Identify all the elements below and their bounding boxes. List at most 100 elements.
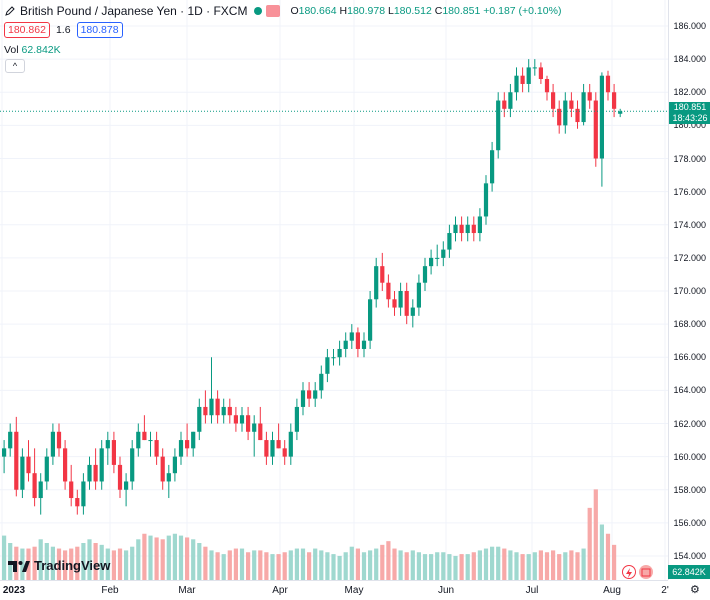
volume-bar [69,548,74,580]
volume-bar [276,554,281,580]
candle-body [117,464,123,490]
candle-body [142,431,147,441]
chart-action-icons [622,565,653,579]
close-value: 180.851 [442,5,481,17]
tradingview-logo-icon [8,560,30,572]
current-price-badge: 180.851 18:43:26 [669,102,710,125]
candle-body [166,473,171,482]
candle-body [502,100,507,109]
candle-body [319,373,324,391]
market-open-status-icon [254,7,263,15]
volume-bar [404,552,409,580]
time-tick-label: Aug [603,585,621,596]
candle-body [471,224,476,234]
candle-body [26,456,31,474]
high-value: 180.978 [347,5,386,17]
volume-bar [526,554,531,580]
candle-body [44,456,49,482]
candle-body [136,431,141,449]
candle-body [398,291,403,308]
candle-body [233,415,238,424]
volume-bar [612,544,617,580]
candle-body [380,266,385,283]
volume-bar [2,535,7,580]
volume-badge: 62.842K [668,565,710,579]
price-tick-label: 180.000 [673,120,706,131]
volume-bar [142,533,147,580]
volume-bar [355,548,360,580]
candle-body [227,406,232,416]
symbol-title[interactable]: British Pound / Japanese Yen · 1D · FXCM [20,4,248,18]
volume-bar [502,548,507,580]
chart-area[interactable]: British Pound / Japanese Yen · 1D · FXCM… [0,0,668,580]
volume-bar [441,552,446,580]
volume-bar [386,541,391,580]
candle-body [160,456,165,482]
time-scale[interactable]: 2023 Feb Mar Apr May Jun Jul Aug 2' [0,580,669,600]
volume-bar [465,554,470,580]
candle-body [282,448,287,457]
price-tick-label: 154.000 [673,551,706,561]
flag-icon[interactable] [266,5,281,17]
volume-bar [319,550,324,580]
candle-body [246,415,251,432]
candle-body [215,398,220,416]
candle-body [203,406,208,416]
volume-bar [81,543,86,580]
volume-bar [111,550,116,580]
volume-bar [490,546,495,580]
candle-body [410,307,415,316]
price-tick-label: 162.000 [673,418,706,429]
time-tick-label: May [344,585,364,596]
volume-bar [227,550,232,580]
collapse-legend-button[interactable]: ^ [5,59,25,73]
candle-body [392,299,397,308]
price-tick-label: 172.000 [673,252,706,263]
price-tick-label: 168.000 [673,319,706,330]
volume-bar [32,546,37,580]
candle-body [8,431,13,449]
calendar-icon[interactable] [639,565,653,579]
volume-bar [605,533,611,580]
volume-bar [563,552,568,580]
candle-body [544,79,550,93]
candle-body [325,357,330,374]
volume-bar [544,552,550,580]
candle-body [435,257,440,259]
volume-bar [172,533,177,580]
volume-bar [453,555,458,580]
volume-bar [368,550,373,580]
buy-button[interactable]: 180.878 [76,22,123,38]
volume-bar [313,548,318,580]
sell-button[interactable]: 180.862 [4,22,50,38]
tradingview-logo[interactable]: TradingView [8,558,110,573]
volume-bar [154,537,159,580]
volume-bar [331,554,336,580]
lightning-icon[interactable] [622,565,636,579]
volume-bar [557,554,562,580]
price-scale[interactable]: 186.000 184.000 182.000 180.000 178.000 176.0… [668,0,710,580]
volume-bar [75,546,80,580]
candle-body [429,257,434,267]
price-tick-label: 158.000 [673,484,706,495]
volume-value: 62.842K [21,44,61,56]
volume-bar [148,535,153,580]
candle-body [32,473,37,499]
volume-bar [374,548,379,580]
volume-bar [380,544,385,580]
volume-bar [581,548,586,580]
candlestick-plot[interactable] [0,0,668,580]
candle-body [520,75,525,84]
candle-body [239,415,245,424]
candle-body [294,406,299,432]
volume-bar [429,554,434,580]
candle-body [508,92,513,109]
price-tick-label: 164.000 [673,385,706,396]
gear-icon[interactable]: ⚙ [690,584,700,596]
candle-body [130,448,135,482]
volume-bar [532,552,537,580]
volume-bar [44,543,49,580]
candle-body [111,440,116,465]
volume-bar [422,554,428,580]
pencil-icon[interactable] [4,5,16,17]
